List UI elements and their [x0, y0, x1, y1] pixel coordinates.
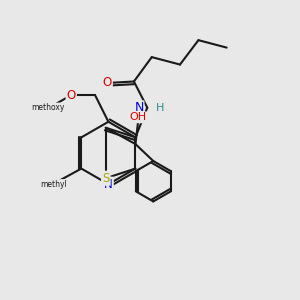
Text: OH: OH: [130, 112, 147, 122]
Text: O: O: [67, 88, 76, 101]
Text: methyl: methyl: [40, 179, 67, 188]
Text: S: S: [102, 172, 110, 185]
Text: O: O: [103, 76, 112, 89]
Text: N: N: [134, 101, 144, 114]
Text: N: N: [104, 178, 113, 191]
Text: H: H: [156, 103, 164, 112]
Text: methoxy: methoxy: [32, 103, 65, 112]
